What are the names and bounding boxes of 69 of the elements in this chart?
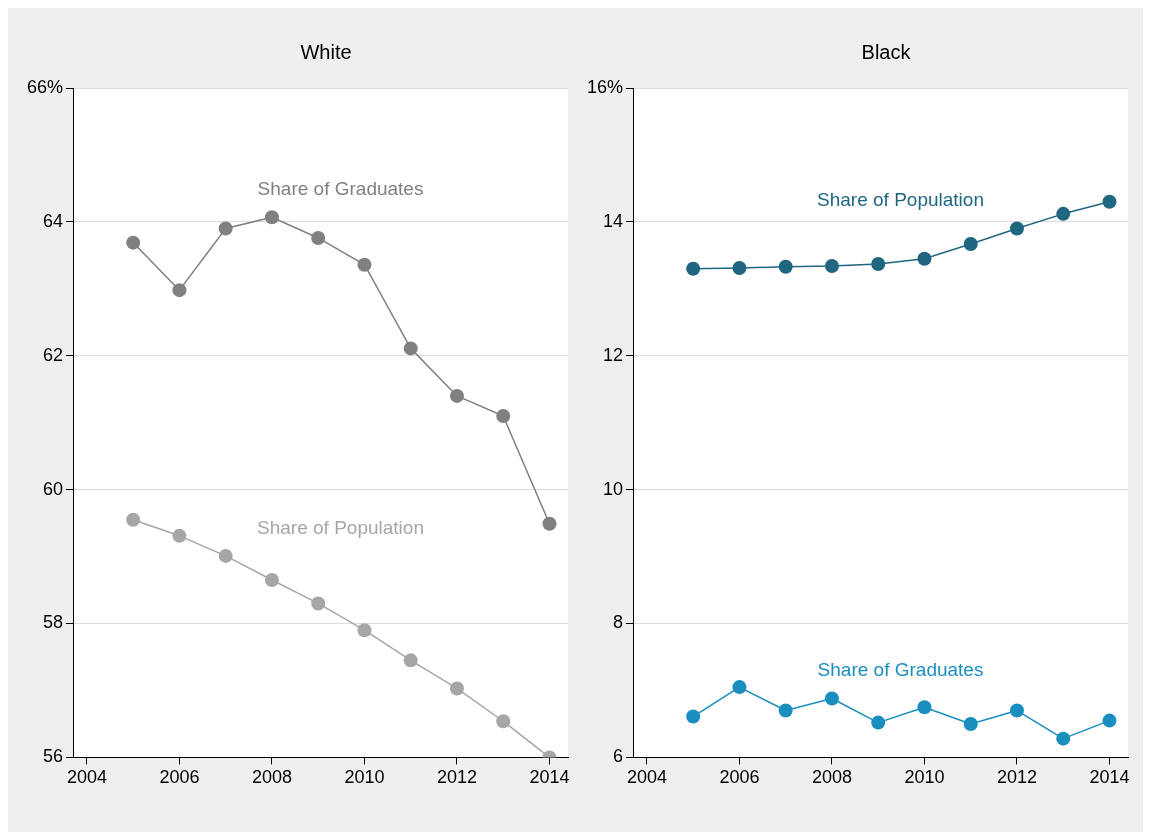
point xyxy=(126,235,141,250)
point xyxy=(218,221,233,236)
point xyxy=(496,714,511,729)
y-tick-label: 56 xyxy=(43,746,64,767)
point xyxy=(917,700,932,715)
point xyxy=(1102,713,1117,728)
series-label: Share of Graduates xyxy=(817,659,984,681)
point xyxy=(1009,221,1024,236)
point xyxy=(963,716,978,731)
x-tick-label: 2014 xyxy=(529,767,570,788)
y-tick-label: 60 xyxy=(43,478,64,499)
x-tick-label: 2006 xyxy=(719,767,760,788)
x-tick-label: 2010 xyxy=(904,767,945,788)
y-tick-label: 6 xyxy=(613,746,624,767)
point xyxy=(172,528,187,543)
point xyxy=(686,261,701,276)
point xyxy=(264,210,279,225)
point xyxy=(542,516,557,531)
point xyxy=(1056,731,1071,746)
y-tick-label: 58 xyxy=(43,612,64,633)
point xyxy=(871,715,886,730)
point xyxy=(1009,703,1024,718)
x-tick-label: 2008 xyxy=(811,767,852,788)
point xyxy=(1102,194,1117,209)
x-tick-label: 2012 xyxy=(996,767,1037,788)
y-tick-label: 14 xyxy=(603,210,624,231)
x-tick-label: 2004 xyxy=(66,767,107,788)
series-label: Share of Graduates xyxy=(257,177,424,199)
series-label: Share of Population xyxy=(257,516,424,538)
point xyxy=(871,257,886,272)
point xyxy=(778,259,793,274)
point xyxy=(311,230,326,245)
x-tick-label: 2010 xyxy=(344,767,385,788)
y-tick-label: 12 xyxy=(603,344,624,365)
point xyxy=(778,703,793,718)
point xyxy=(686,709,701,724)
x-tick-label: 2004 xyxy=(626,767,667,788)
point xyxy=(824,259,839,274)
chart-title: White xyxy=(299,40,353,65)
point xyxy=(126,512,141,527)
point xyxy=(403,653,418,668)
y-tick-label: 16% xyxy=(587,76,624,97)
point xyxy=(449,681,464,696)
series-label: Share of Population xyxy=(817,189,984,211)
point xyxy=(403,341,418,356)
x-tick-label: 2006 xyxy=(159,767,200,788)
y-tick-label: 10 xyxy=(603,478,624,499)
point xyxy=(218,548,233,563)
y-tick-label: 66% xyxy=(27,76,64,97)
y-tick-label: 8 xyxy=(613,612,624,633)
point xyxy=(824,691,839,706)
y-tick-label: 62 xyxy=(43,344,64,365)
x-tick-label: 2012 xyxy=(436,767,477,788)
point xyxy=(496,409,511,424)
point xyxy=(357,257,372,272)
point xyxy=(917,251,932,266)
point xyxy=(311,596,326,611)
point xyxy=(732,261,747,276)
point xyxy=(732,680,747,695)
point xyxy=(449,388,464,403)
point xyxy=(357,623,372,638)
point xyxy=(963,236,978,251)
y-tick-label: 64 xyxy=(43,210,64,231)
x-tick-label: 2014 xyxy=(1089,767,1130,788)
point xyxy=(172,283,187,298)
point xyxy=(264,573,279,588)
x-tick-label: 2008 xyxy=(251,767,292,788)
point xyxy=(1056,206,1071,221)
chart-title: Black xyxy=(860,40,912,65)
